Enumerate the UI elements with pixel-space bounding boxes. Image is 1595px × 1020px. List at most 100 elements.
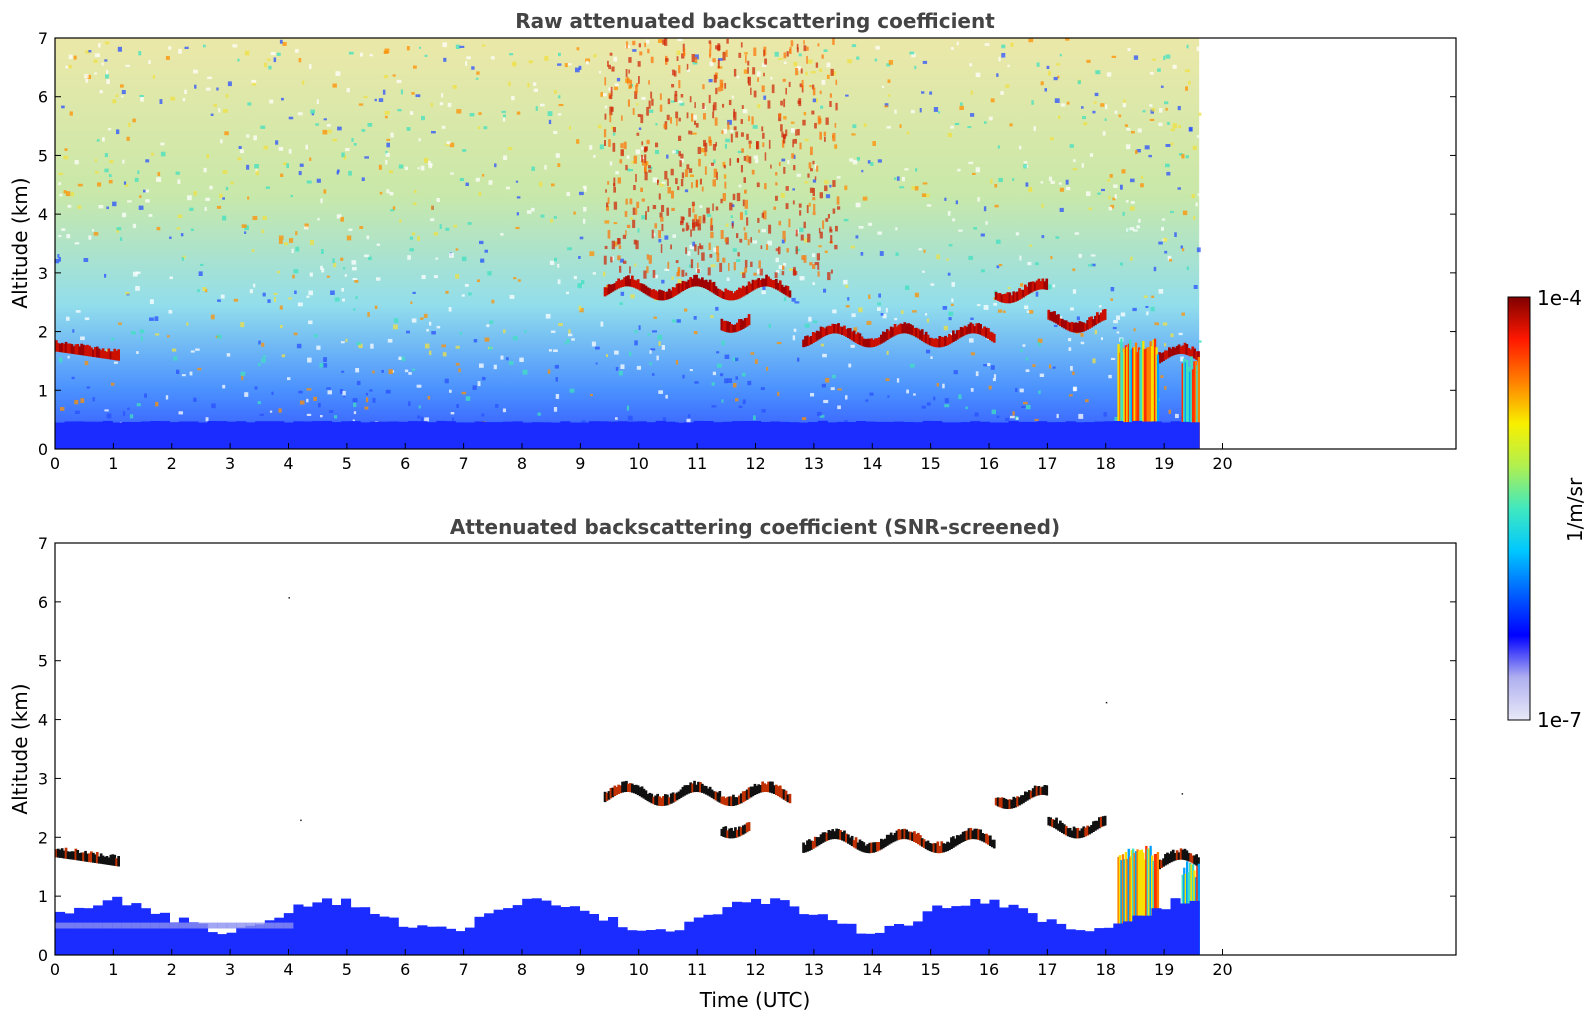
boundary-layer-segment — [951, 906, 962, 955]
noise-speck — [654, 274, 658, 279]
noise-speck — [1110, 287, 1115, 292]
noise-speck — [270, 52, 276, 56]
y-tick-label: 6 — [38, 88, 48, 107]
precipitation-column — [1187, 367, 1190, 449]
noise-speck — [189, 207, 194, 211]
cloud-layer-segment — [58, 343, 62, 353]
cloud-layer-segment — [983, 326, 986, 337]
noise-speck — [665, 394, 668, 399]
noise-speck — [936, 254, 940, 260]
noise-speck — [735, 398, 739, 402]
cloud-layer-segment — [854, 334, 858, 343]
precipitation-column — [1137, 851, 1141, 955]
noise-speck — [990, 178, 993, 184]
cloud-layer-segment — [648, 288, 652, 297]
cloud-layer-segment — [736, 829, 739, 838]
cloud-layer-segment — [745, 789, 749, 800]
noise-speck — [369, 389, 373, 392]
noise-speck — [258, 340, 261, 345]
noise-speck — [549, 260, 555, 265]
cloud-layer-segment — [1179, 346, 1183, 354]
cloud-layer-segment — [644, 285, 648, 295]
noise-speck — [676, 56, 679, 61]
noise-speck — [1025, 369, 1030, 372]
noise-speck — [692, 241, 696, 247]
x-tick-label: 3 — [225, 454, 235, 473]
noise-speck — [244, 50, 250, 56]
cloud-layer-segment — [1004, 798, 1008, 809]
noise-speck — [469, 113, 475, 117]
noise-speck — [820, 105, 824, 109]
noise-speck — [753, 415, 756, 421]
boundary-layer-segment — [970, 421, 981, 449]
cloud-layer-segment — [1029, 281, 1033, 293]
noise-speck — [1164, 250, 1168, 254]
precipitation-column — [1134, 342, 1138, 449]
noise-speck — [278, 239, 283, 244]
noise-speck — [579, 236, 584, 240]
precipitation-column — [1152, 860, 1155, 955]
noise-speck — [1153, 266, 1157, 272]
noise-speck — [632, 108, 635, 115]
cloud-layer-segment — [1090, 825, 1093, 834]
noise-speck — [366, 397, 369, 403]
noise-speck — [182, 255, 186, 259]
noise-speck — [84, 74, 89, 79]
cloud-layer-segment — [950, 837, 953, 849]
noise-speck — [620, 291, 625, 296]
noise-speck — [1048, 176, 1052, 181]
noise-speck — [682, 217, 685, 221]
noise-speck — [401, 356, 406, 361]
noise-speck — [687, 68, 690, 72]
noise-speck — [910, 109, 915, 114]
noise-speck — [273, 297, 276, 302]
noise-speck — [363, 95, 368, 98]
noise-speck — [896, 378, 900, 383]
noise-speck — [699, 205, 703, 208]
cloud-layer-segment — [1096, 312, 1099, 324]
noise-speck — [1050, 180, 1055, 184]
noise-speck — [730, 215, 733, 219]
noise-speck — [298, 390, 303, 394]
boundary-layer-segment — [407, 927, 418, 955]
precipitation-column — [1149, 845, 1152, 955]
noise-speck — [733, 383, 737, 388]
noise-speck — [282, 42, 287, 46]
noise-speck — [741, 148, 744, 153]
noise-speck — [121, 90, 126, 95]
noise-speck — [459, 332, 462, 335]
noise-speck — [465, 396, 471, 401]
noise-speck — [639, 51, 643, 56]
noise-speck — [1196, 46, 1200, 51]
precipitation-column — [1117, 856, 1120, 955]
noise-speck — [253, 283, 256, 288]
noise-speck — [553, 349, 558, 352]
noise-speck — [400, 89, 403, 95]
noise-speck — [316, 178, 321, 183]
noise-speck — [851, 44, 857, 48]
noise-speck — [984, 43, 990, 46]
noise-speck — [641, 147, 645, 150]
noise-speck — [346, 87, 350, 93]
noise-speck — [308, 290, 313, 296]
cloud-layer-segment — [977, 323, 980, 335]
boundary-layer-segment — [1141, 421, 1152, 449]
noise-speck — [646, 106, 649, 116]
noise-speck — [915, 168, 918, 172]
cloud-layer-segment — [78, 346, 82, 355]
noise-speck — [1113, 320, 1118, 324]
noise-speck — [619, 302, 623, 305]
noise-speck — [1141, 175, 1144, 179]
cloud-layer-segment — [667, 797, 671, 805]
noise-speck — [268, 65, 272, 70]
boundary-layer-segment — [798, 914, 809, 955]
boundary-layer-segment — [465, 927, 476, 955]
cloud-layer-segment — [109, 854, 113, 866]
noise-speck — [881, 85, 884, 88]
noise-speck — [1114, 416, 1120, 422]
noise-speck — [297, 112, 303, 116]
cloud-layer-segment — [839, 326, 842, 335]
noise-speck — [720, 198, 723, 204]
noise-speck — [441, 93, 444, 98]
cloud-layer-segment — [823, 832, 827, 842]
